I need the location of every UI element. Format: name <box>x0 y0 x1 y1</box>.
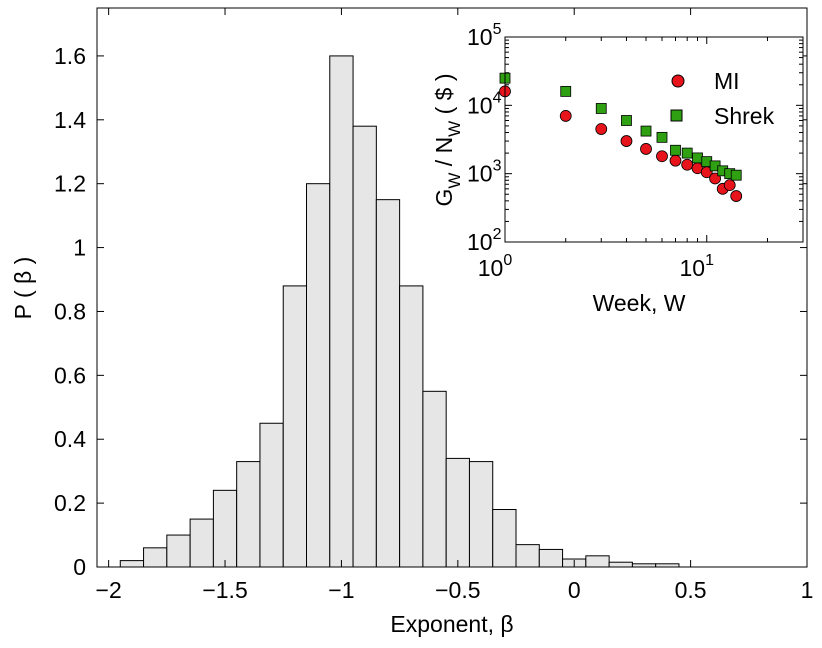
main-y-tick-label: 0.2 <box>54 490 86 516</box>
histogram-bars <box>119 55 680 568</box>
marker-mi <box>656 150 668 163</box>
histogram-bar <box>329 55 354 568</box>
marker-mi <box>595 123 608 135</box>
marker-shrek <box>656 131 668 143</box>
main-x-tick-label: −1 <box>328 577 354 603</box>
marker-mi <box>681 158 694 171</box>
legend-marker-shrek <box>670 109 683 122</box>
inset-background <box>505 37 803 242</box>
inset-x-tick-exp: 0 <box>503 252 512 269</box>
inset-y-tick-base: 10 <box>467 229 493 255</box>
marker-shrek <box>640 125 652 137</box>
main-y-tick-label: 0 <box>73 554 86 580</box>
histogram-bar <box>468 461 494 568</box>
inset-y-label-mid: / N <box>431 137 457 173</box>
marker-mi <box>640 143 652 155</box>
histogram-bar <box>352 125 377 568</box>
inset-y-tick-label: 105 <box>467 21 502 50</box>
main-y-tick-label: 0.8 <box>54 298 86 324</box>
histogram-bar <box>189 518 214 568</box>
main-y-axis-label: P ( β ) <box>10 257 36 320</box>
histogram-bar <box>259 422 284 568</box>
main-x-tick-labels: −2 −1.5 −1 −0.5 0 0.5 1 <box>96 577 814 603</box>
inset-x-tick-exp: 1 <box>705 252 714 269</box>
legend-label-mi: MI <box>714 68 740 94</box>
main-x-tick-label: −2 <box>96 577 122 603</box>
inset-y-label-n-sub: W <box>445 121 464 137</box>
histogram-bar <box>282 285 308 568</box>
histogram-bar <box>492 509 517 568</box>
histogram-bar <box>538 548 564 568</box>
main-x-tick-label: −0.5 <box>435 577 480 603</box>
legend-label-shrek: Shrek <box>714 103 775 129</box>
marker-mi <box>669 154 682 167</box>
inset-y-axis-label: GW / NW ( $ ) <box>431 73 464 206</box>
inset-y-tick-base: 10 <box>467 92 493 118</box>
histogram-bar <box>585 555 610 568</box>
inset-y-tick-base: 10 <box>467 24 493 50</box>
marker-shrek <box>730 169 742 181</box>
inset-axes-frame <box>504 36 804 243</box>
histogram-bar <box>306 183 331 568</box>
inset-x-tick-base: 10 <box>478 255 504 281</box>
marker-mi <box>730 190 743 202</box>
inset-y-tick-exp: 4 <box>493 89 502 106</box>
inset-y-tick-exp: 5 <box>493 21 502 38</box>
marker-mi <box>723 179 736 192</box>
inset-y-tick-label: 103 <box>467 158 502 187</box>
marker-shrek <box>560 85 572 97</box>
inset-x-tick-labels: 100 101 <box>478 252 714 281</box>
marker-shrek <box>681 147 693 159</box>
main-y-tick-label: 1 <box>73 235 86 261</box>
inset-x-tick-base: 10 <box>679 255 705 281</box>
main-axes-frame <box>96 7 808 568</box>
histogram-bar <box>212 489 238 568</box>
inset-y-tick-exp: 2 <box>493 226 502 243</box>
inset-x-tick-label: 101 <box>679 252 714 281</box>
histogram-bar <box>445 457 470 568</box>
marker-mi <box>559 110 572 122</box>
main-x-tick-label: 0 <box>568 577 581 603</box>
marker-shrek <box>670 144 681 156</box>
inset-x-axis-label: Week, W <box>593 290 686 316</box>
legend-marker-mi <box>671 74 685 88</box>
inset-y-tick-base: 10 <box>467 161 493 187</box>
histogram-bar <box>143 547 168 568</box>
inset-y-label-tail: ( $ ) <box>431 73 457 120</box>
main-x-tick-label: 0.5 <box>675 577 707 603</box>
histogram-bar <box>119 560 145 568</box>
histogram-bar <box>166 534 191 568</box>
histogram-bar <box>515 544 540 568</box>
main-y-tick-label: 1.4 <box>54 107 86 133</box>
marker-shrek <box>692 152 703 164</box>
inset-y-tick-label: 102 <box>467 226 502 255</box>
histogram-bar <box>608 561 633 568</box>
main-x-axis-label: Exponent, β <box>390 611 513 637</box>
main-x-tick-label: 1 <box>801 577 814 603</box>
main-y-tick-label: 0.6 <box>54 362 86 388</box>
marker-shrek <box>595 103 607 114</box>
histogram-bar <box>236 461 261 568</box>
main-y-tick-label: 1.6 <box>54 43 86 69</box>
inset-y-tick-exp: 3 <box>493 158 502 175</box>
main-y-tick-label: 1.2 <box>54 171 86 197</box>
inset-y-label-g: G <box>431 189 457 207</box>
histogram-bar <box>399 285 424 568</box>
main-x-tick-label: −1.5 <box>202 577 247 603</box>
inset-legend: MI Shrek <box>670 68 775 129</box>
main-y-tick-labels: 0 0.2 0.4 0.6 0.8 1 1.2 1.4 1.6 <box>54 43 86 580</box>
inset-x-tick-label: 100 <box>478 252 513 281</box>
histogram-bar <box>422 390 447 568</box>
histogram-bar <box>375 199 401 568</box>
main-y-tick-label: 0.4 <box>54 426 86 452</box>
marker-mi <box>620 135 633 147</box>
inset-y-label-g-sub: W <box>445 173 464 189</box>
marker-shrek <box>621 115 632 126</box>
inset-y-tick-label: 104 <box>467 89 502 118</box>
